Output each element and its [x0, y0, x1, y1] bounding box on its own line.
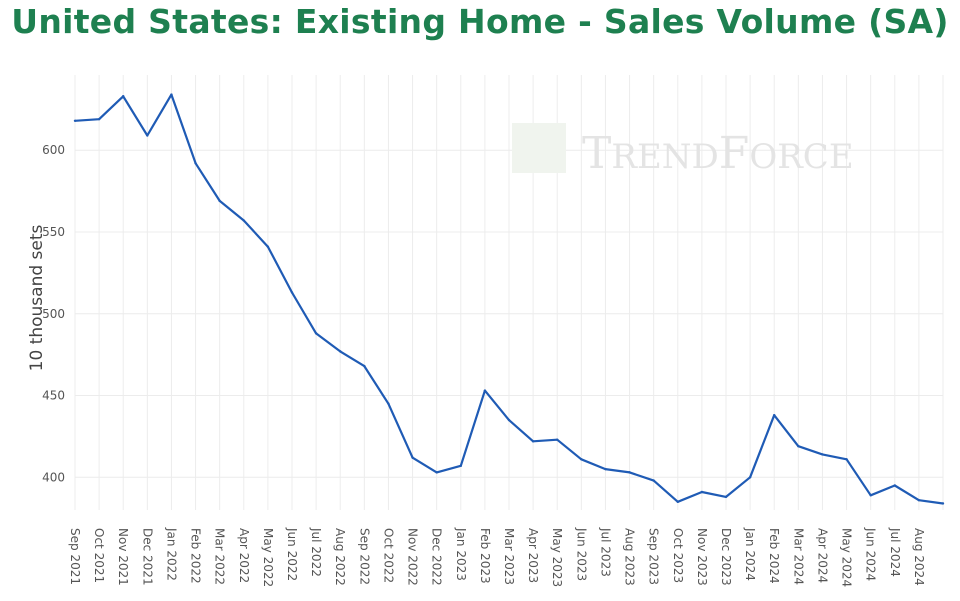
data-point [652, 479, 655, 482]
data-point [869, 494, 872, 497]
data-point [435, 471, 438, 474]
data-point [821, 453, 824, 456]
data-point [917, 498, 921, 502]
data-point [628, 471, 631, 474]
data-point [531, 440, 535, 443]
x-tick-label: Sep 2023 [647, 528, 661, 585]
x-tick-label: Aug 2022 [333, 528, 347, 586]
x-tick-label: Feb 2023 [478, 528, 492, 584]
data-point [580, 458, 583, 461]
x-tick-label: Nov 2023 [695, 528, 709, 586]
x-tick-label: May 2024 [840, 528, 854, 587]
y-tick-label: 600 [42, 143, 65, 157]
data-point [218, 199, 221, 203]
watermark-logo-icon [512, 123, 566, 173]
data-point [314, 332, 318, 335]
data-point [339, 350, 342, 353]
x-tick-label: Jun 2022 [285, 527, 299, 581]
data-point [893, 484, 896, 487]
x-tick-label: Jul 2023 [598, 527, 612, 577]
data-point [604, 467, 607, 471]
x-tick-label: Dec 2021 [140, 528, 154, 586]
x-tick-label: May 2022 [261, 528, 275, 587]
x-tick-label: Mar 2023 [502, 528, 516, 585]
x-tick-label: Sep 2022 [357, 528, 371, 585]
x-tick-label: Aug 2023 [623, 528, 637, 586]
x-tick-label: Jan 2024 [743, 527, 757, 581]
x-tick-label: Dec 2022 [430, 528, 444, 586]
x-tick-label: Apr 2023 [526, 528, 540, 583]
x-tick-label: Aug 2024 [912, 528, 926, 586]
data-point [845, 458, 848, 461]
x-tick-label: Nov 2021 [116, 528, 130, 586]
x-tick-label: Mar 2022 [213, 528, 227, 585]
x-tick-label: May 2023 [550, 528, 564, 587]
data-point [483, 389, 487, 392]
data-point [170, 93, 173, 96]
watermark-text: TRENDFORCE [582, 128, 854, 179]
data-point [748, 476, 752, 479]
data-point [73, 119, 77, 122]
data-point [507, 418, 511, 422]
chart-title: United States: Existing Home - Sales Vol… [11, 2, 949, 41]
data-point [700, 490, 704, 494]
data-point [941, 502, 945, 505]
x-tick-label: Apr 2024 [815, 528, 829, 583]
data-point [266, 245, 270, 248]
data-point [459, 464, 462, 468]
y-axis-label: 10 thousand sets [27, 224, 47, 371]
x-tick-label: Jul 2022 [309, 527, 323, 577]
x-tick-label: Oct 2021 [92, 528, 106, 583]
data-point [242, 219, 245, 222]
data-point [556, 438, 559, 441]
data-point [122, 95, 125, 98]
x-tick-label: Jun 2023 [574, 527, 588, 581]
y-tick-label: 500 [42, 307, 65, 321]
data-point [387, 402, 390, 405]
x-tick-label: Jul 2024 [888, 527, 902, 577]
x-tick-label: Jan 2023 [454, 527, 468, 581]
data-point [724, 495, 728, 499]
y-tick-label: 550 [42, 225, 65, 239]
x-tick-label: Mar 2024 [791, 528, 805, 585]
y-tick-label: 450 [42, 389, 65, 403]
x-tick-label: Nov 2022 [406, 528, 420, 586]
data-point [97, 117, 101, 121]
x-tick-label: Dec 2023 [719, 528, 733, 586]
data-point [797, 445, 800, 448]
x-tick-label: Jan 2022 [164, 527, 178, 581]
x-tick-label: Feb 2022 [189, 528, 203, 584]
data-point [411, 456, 414, 459]
data-point [363, 364, 366, 368]
x-tick-label: Oct 2022 [381, 528, 395, 583]
x-tick-label: Feb 2024 [767, 528, 781, 584]
data-point [773, 413, 776, 417]
watermark: TRENDFORCE [512, 123, 854, 179]
x-tick-label: Oct 2023 [671, 528, 685, 583]
x-tick-label: Jun 2024 [864, 527, 878, 581]
data-point [290, 291, 294, 294]
x-tick-label: Apr 2022 [237, 528, 251, 583]
data-point [194, 162, 197, 165]
y-tick-label: 400 [42, 470, 65, 484]
x-tick-label: Sep 2021 [68, 528, 82, 585]
data-point [146, 134, 149, 137]
data-point [676, 500, 679, 504]
